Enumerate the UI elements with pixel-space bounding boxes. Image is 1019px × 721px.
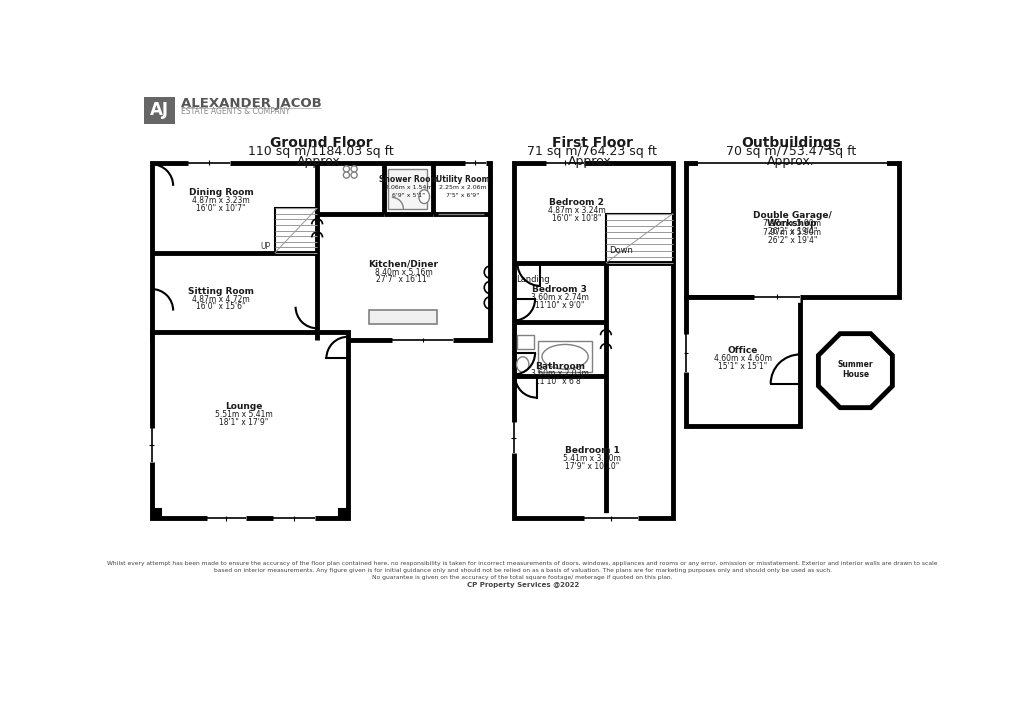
Text: Sitting Room: Sitting Room <box>187 287 254 296</box>
Text: 3.60m x 2.74m: 3.60m x 2.74m <box>530 293 588 302</box>
Text: based on interior measurements. Any figure given is for initial guidance only an: based on interior measurements. Any figu… <box>214 567 830 572</box>
Text: UP: UP <box>261 242 271 251</box>
Bar <box>369 310 436 324</box>
Text: Kitchen/Diner: Kitchen/Diner <box>368 260 438 269</box>
Bar <box>152 509 161 518</box>
Circle shape <box>343 172 350 178</box>
Text: 71 sq m/764.23 sq ft: 71 sq m/764.23 sq ft <box>527 146 656 159</box>
Bar <box>517 335 534 349</box>
Text: 5.41m x 3.30m: 5.41m x 3.30m <box>562 454 621 463</box>
Bar <box>152 332 347 518</box>
Text: 4.60m x 4.60m: 4.60m x 4.60m <box>713 354 771 363</box>
Text: 16'0" x 10'8": 16'0" x 10'8" <box>551 213 601 223</box>
Text: 18'1" x 17'9": 18'1" x 17'9" <box>219 417 268 427</box>
Text: 70 sq m/753.47 sq ft: 70 sq m/753.47 sq ft <box>725 146 855 159</box>
Bar <box>338 509 347 518</box>
Text: Approx.: Approx. <box>568 155 615 168</box>
Text: 17'9" x 10'10": 17'9" x 10'10" <box>565 461 619 471</box>
Circle shape <box>351 166 357 172</box>
Text: 16'0" x 10'7": 16'0" x 10'7" <box>196 203 246 213</box>
Bar <box>387 169 426 209</box>
Ellipse shape <box>541 345 588 369</box>
Text: Approx.: Approx. <box>297 155 344 168</box>
Text: 7.97m x 5.90m: 7.97m x 5.90m <box>762 219 820 228</box>
Ellipse shape <box>419 190 429 203</box>
Ellipse shape <box>516 357 529 372</box>
Text: 27'7" x 16'11": 27'7" x 16'11" <box>376 275 430 284</box>
Bar <box>144 97 174 124</box>
Text: Bedroom 1: Bedroom 1 <box>565 446 619 455</box>
Bar <box>686 163 898 297</box>
Text: 11'10" x 9'0": 11'10" x 9'0" <box>535 301 584 310</box>
Text: 2.25m x 2.06m: 2.25m x 2.06m <box>438 185 486 190</box>
Text: 26'2" x 19'4": 26'2" x 19'4" <box>767 236 816 245</box>
Polygon shape <box>817 334 892 407</box>
Text: Double Garage/: Double Garage/ <box>752 211 830 221</box>
Text: First Floor: First Floor <box>551 136 632 150</box>
Text: 7.97m x 5.90m: 7.97m x 5.90m <box>762 228 820 236</box>
Text: ALEXANDER JACOB: ALEXANDER JACOB <box>180 97 321 110</box>
Text: CP Property Services @2022: CP Property Services @2022 <box>466 583 579 588</box>
Text: 5.51m x 5.41m: 5.51m x 5.41m <box>215 410 273 419</box>
Text: 26'2" x 19'4": 26'2" x 19'4" <box>767 227 816 236</box>
Text: 4.87m x 3.23m: 4.87m x 3.23m <box>192 196 250 205</box>
Text: Down: Down <box>608 246 633 255</box>
Text: Dining Room: Dining Room <box>189 188 253 198</box>
Text: 2.06m x 1.54m: 2.06m x 1.54m <box>384 185 432 190</box>
Bar <box>538 341 591 372</box>
Text: Landing: Landing <box>516 275 549 284</box>
Text: Approx.: Approx. <box>766 155 814 168</box>
Text: Ground Floor: Ground Floor <box>269 136 372 150</box>
Bar <box>605 213 673 263</box>
Text: ESTATE AGENTS & COMPANY: ESTATE AGENTS & COMPANY <box>180 107 289 116</box>
Text: Bathroom: Bathroom <box>534 361 584 371</box>
Text: 8.40m x 5.16m: 8.40m x 5.16m <box>374 267 432 277</box>
Text: No guarantee is given on the accuracy of the total square footage/ meterage if q: No guarantee is given on the accuracy of… <box>372 575 673 580</box>
Text: Office: Office <box>728 346 757 355</box>
Text: House: House <box>841 370 868 379</box>
Circle shape <box>351 172 357 178</box>
Text: 4.87m x 3.24m: 4.87m x 3.24m <box>547 206 605 215</box>
Text: 6'9" x 5'1": 6'9" x 5'1" <box>392 193 425 198</box>
Text: Utility Room: Utility Room <box>435 175 489 184</box>
Text: 4.87m x 4.72m: 4.87m x 4.72m <box>192 295 250 304</box>
Bar <box>686 297 799 426</box>
Text: 11'10" x 6'8": 11'10" x 6'8" <box>535 377 584 386</box>
Bar <box>274 208 317 253</box>
Circle shape <box>343 166 350 172</box>
Text: Shower Room: Shower Room <box>379 175 438 184</box>
Text: 110 sq m/1184.03 sq ft: 110 sq m/1184.03 sq ft <box>248 146 393 159</box>
Text: Whilst every attempt has been made to ensure the accuracy of the floor plan cont: Whilst every attempt has been made to en… <box>107 561 937 566</box>
Bar <box>152 163 490 340</box>
Text: Workshop: Workshop <box>766 219 816 228</box>
Text: 16'0" x 15'6": 16'0" x 15'6" <box>196 302 246 311</box>
Text: Bedroom 2: Bedroom 2 <box>548 198 603 208</box>
Text: Summer: Summer <box>837 360 872 369</box>
Text: Bedroom 3: Bedroom 3 <box>532 286 587 294</box>
Text: 15'1" x 15'1": 15'1" x 15'1" <box>717 361 767 371</box>
Bar <box>513 163 673 518</box>
Text: 3.60m x 2.03m: 3.60m x 2.03m <box>530 369 588 379</box>
Text: AJ: AJ <box>150 102 169 120</box>
Text: Outbuildings: Outbuildings <box>740 136 840 150</box>
Text: 7'5" x 6'9": 7'5" x 6'9" <box>445 193 479 198</box>
Text: Lounge: Lounge <box>225 402 263 412</box>
